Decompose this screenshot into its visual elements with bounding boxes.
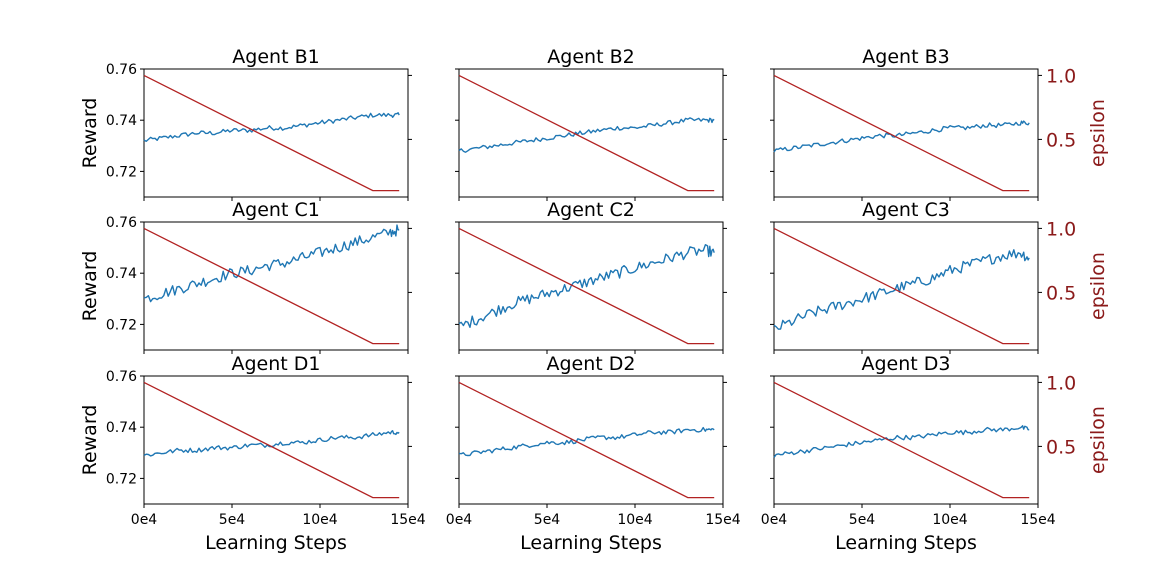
subplot-agent-b1: Agent B1 0.72 0.74 0.76 Reward: [79, 46, 412, 201]
x-tick-label: 5e4: [849, 512, 876, 528]
x-tick-label: 0e4: [446, 512, 473, 528]
epsilon-line: [458, 227, 715, 345]
epsilon-line: [143, 381, 400, 499]
x-axis-label: Learning Steps: [520, 532, 662, 554]
reward-line: [458, 243, 715, 328]
reward-axis-label: Reward: [79, 98, 101, 169]
x-tick-label: 10e4: [932, 512, 967, 528]
x-axis-label: Learning Steps: [205, 532, 347, 554]
epsilon-tick-label: 0.5: [1046, 282, 1076, 304]
reward-line: [773, 120, 1030, 153]
epsilon-tick-label: 1.0: [1046, 65, 1076, 87]
subplot-title: Agent B3: [862, 46, 949, 68]
plot-frame: [773, 375, 1039, 505]
reward-tick-label: 0.74: [106, 266, 137, 282]
epsilon-line: [458, 74, 715, 192]
epsilon-line: [458, 381, 715, 499]
x-tick-label: 10e4: [302, 512, 337, 528]
subplot-title: Agent D1: [232, 353, 321, 375]
reward-tick-label: 0.72: [106, 471, 137, 487]
subplot-agent-c3: Agent C3 0.5 1.0 epsilon: [770, 199, 1109, 354]
subplot-title: Agent B1: [232, 46, 319, 68]
epsilon-tick-label: 1.0: [1046, 218, 1076, 240]
reward-tick-label: 0.72: [106, 317, 137, 333]
subplot-title: Agent B2: [547, 46, 634, 68]
subplot-agent-d3: Agent D3 0.5 1.0 0e4 5e4 10e4 15e4 epsilon Learn…: [761, 353, 1109, 554]
x-axis-label: Learning Steps: [835, 532, 977, 554]
reward-line: [458, 117, 715, 153]
epsilon-line: [143, 74, 400, 192]
reward-tick-label: 0.76: [106, 369, 137, 385]
x-tick-label: 15e4: [705, 512, 740, 528]
x-tick-label: 15e4: [390, 512, 425, 528]
subplot-title: Agent D3: [862, 353, 951, 375]
reward-line: [143, 112, 400, 143]
reward-tick-label: 0.76: [106, 62, 137, 78]
plot-frame: [458, 375, 724, 505]
subplot-title: Agent C1: [232, 199, 320, 221]
epsilon-line: [143, 227, 400, 345]
epsilon-axis-label: epsilon: [1087, 406, 1109, 474]
subplot-title: Agent C3: [862, 199, 950, 221]
x-tick-label: 15e4: [1020, 512, 1055, 528]
plot-frame: [143, 375, 409, 505]
epsilon-axis-label: epsilon: [1087, 99, 1109, 167]
x-tick-label: 0e4: [761, 512, 788, 528]
reward-line: [143, 430, 400, 457]
subplot-agent-b3: Agent B3 0.5 1.0 epsilon: [770, 46, 1109, 201]
reward-line: [773, 249, 1030, 330]
epsilon-tick-label: 0.5: [1046, 436, 1076, 458]
reward-tick-label: 0.72: [106, 164, 137, 180]
epsilon-tick-label: 0.5: [1046, 129, 1076, 151]
x-tick-label: 10e4: [617, 512, 652, 528]
plot-frame: [773, 221, 1039, 351]
epsilon-tick-label: 1.0: [1046, 372, 1076, 394]
subplot-title: Agent D2: [547, 353, 636, 375]
subplot-agent-d1: Agent D1 0.72 0.74 0.76 0e4 5e4 10e4 15e4 Reward…: [79, 353, 426, 554]
plot-frame: [143, 68, 409, 198]
epsilon-line: [773, 74, 1030, 192]
reward-tick-label: 0.76: [106, 215, 137, 231]
plot-frame: [458, 221, 724, 351]
x-tick-label: 0e4: [131, 512, 158, 528]
subplot-agent-d2: Agent D2 0e4 5e4 10e4 15e4 Learning Steps: [446, 353, 741, 554]
epsilon-axis-label: epsilon: [1087, 252, 1109, 320]
reward-tick-label: 0.74: [106, 420, 137, 436]
epsilon-line: [773, 381, 1030, 499]
reward-line: [143, 224, 400, 303]
subplot-agent-b2: Agent B2: [455, 46, 727, 201]
reward-axis-label: Reward: [79, 251, 101, 322]
reward-line: [773, 425, 1030, 458]
reward-tick-label: 0.74: [106, 113, 137, 129]
subplot-title: Agent C2: [547, 199, 635, 221]
x-tick-label: 5e4: [219, 512, 246, 528]
subplot-agent-c1: Agent C1 0.72 0.74 0.76 Reward: [79, 199, 412, 354]
x-tick-label: 5e4: [534, 512, 561, 528]
reward-axis-label: Reward: [79, 405, 101, 476]
epsilon-line: [773, 227, 1030, 345]
reward-line: [458, 426, 715, 457]
subplot-agent-c2: Agent C2: [455, 199, 727, 354]
